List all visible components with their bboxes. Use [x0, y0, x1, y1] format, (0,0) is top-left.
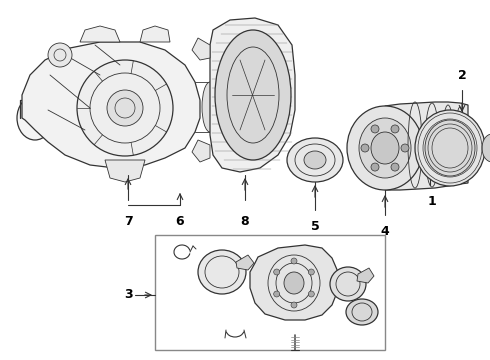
- Ellipse shape: [346, 299, 378, 325]
- Circle shape: [274, 291, 280, 297]
- Text: 1: 1: [428, 195, 437, 208]
- Ellipse shape: [330, 267, 366, 301]
- Text: 8: 8: [241, 215, 249, 228]
- Text: 6: 6: [176, 215, 184, 228]
- Text: 3: 3: [123, 288, 132, 302]
- Circle shape: [291, 302, 297, 308]
- Circle shape: [48, 43, 72, 67]
- Circle shape: [371, 125, 379, 133]
- Circle shape: [308, 291, 314, 297]
- Ellipse shape: [347, 106, 423, 190]
- Text: 2: 2: [458, 69, 466, 82]
- Ellipse shape: [359, 118, 411, 178]
- Text: 5: 5: [311, 220, 319, 233]
- Text: 7: 7: [123, 215, 132, 228]
- Bar: [155, 235, 385, 350]
- Polygon shape: [250, 245, 338, 320]
- Polygon shape: [357, 268, 374, 283]
- Circle shape: [401, 144, 409, 152]
- Polygon shape: [236, 255, 254, 270]
- Circle shape: [391, 163, 399, 171]
- Ellipse shape: [17, 96, 53, 140]
- Circle shape: [391, 125, 399, 133]
- Ellipse shape: [198, 250, 246, 294]
- Ellipse shape: [304, 151, 326, 169]
- Circle shape: [77, 60, 173, 156]
- Ellipse shape: [415, 110, 485, 186]
- Circle shape: [274, 269, 280, 275]
- Circle shape: [361, 144, 369, 152]
- Polygon shape: [192, 140, 210, 162]
- Ellipse shape: [202, 82, 218, 132]
- Polygon shape: [22, 42, 200, 168]
- Circle shape: [291, 258, 297, 264]
- Polygon shape: [210, 18, 295, 172]
- Ellipse shape: [284, 272, 304, 294]
- Ellipse shape: [215, 30, 291, 160]
- Polygon shape: [105, 160, 145, 182]
- Ellipse shape: [482, 134, 490, 162]
- Ellipse shape: [371, 132, 399, 164]
- Circle shape: [371, 163, 379, 171]
- Ellipse shape: [287, 138, 343, 182]
- Polygon shape: [140, 26, 170, 42]
- Ellipse shape: [425, 120, 475, 176]
- Polygon shape: [80, 26, 120, 42]
- Text: 4: 4: [381, 225, 390, 238]
- Polygon shape: [385, 102, 468, 190]
- Polygon shape: [192, 38, 210, 60]
- Circle shape: [308, 269, 314, 275]
- Circle shape: [107, 90, 143, 126]
